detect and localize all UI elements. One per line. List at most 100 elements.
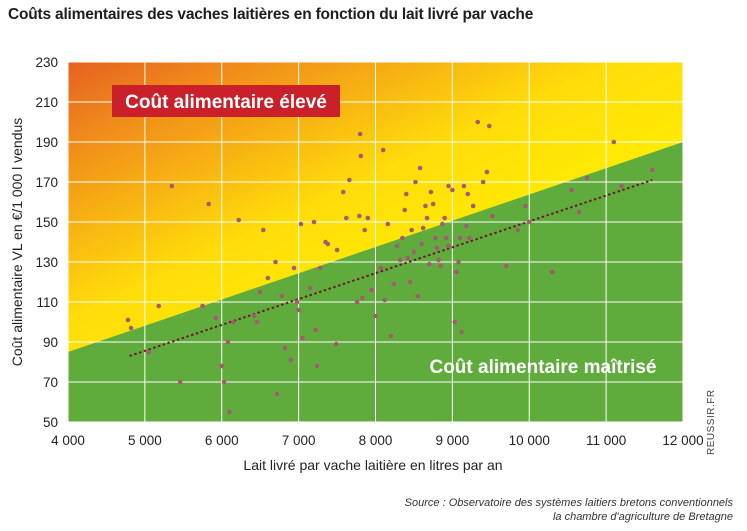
data-point [465,191,471,197]
data-point [362,227,368,233]
data-point [369,287,374,293]
y-tick-label: 150 [35,215,58,230]
data-point [273,259,278,265]
data-point [411,249,417,255]
data-point [125,317,131,323]
y-tick-labels: 50 70 90 110 130 150 170 190 210 230 [35,55,58,430]
x-tick-label: 8 000 [359,433,393,448]
data-point [424,215,430,221]
data-point [526,219,532,225]
data-point [584,175,590,181]
data-point [169,183,175,189]
data-point [450,187,455,193]
data-point [333,341,339,347]
data-point [313,327,318,333]
data-point [453,269,459,275]
data-point [550,269,555,275]
data-point [463,223,469,229]
data-point [296,307,301,313]
data-point [300,335,305,341]
data-point [357,213,362,219]
data-point [470,203,476,209]
data-point [213,315,218,321]
data-point [415,293,421,299]
chart-title: Coûts alimentaires des vaches laitières … [8,6,534,23]
data-point [388,333,394,339]
data-point [257,289,263,295]
data-point [360,295,365,301]
scatter-points [125,119,655,415]
x-tick-label: 11 000 [586,433,626,448]
high-cost-label-bg [112,85,340,117]
data-point [428,189,434,195]
data-point [279,293,285,299]
data-point [291,265,297,271]
data-point [503,263,509,269]
data-point [298,221,304,227]
data-point [265,275,271,281]
data-point [260,227,266,233]
data-point [440,221,445,227]
data-point [446,183,451,189]
watermark: REUSSIR.FR [706,389,717,455]
data-point [221,379,227,385]
data-point [490,213,495,219]
data-point [236,217,241,223]
data-point [378,265,384,271]
data-point [402,207,408,213]
data-point [413,179,418,185]
x-tick-label: 9 000 [435,433,469,448]
data-point [357,131,363,137]
x-tick-label: 7 000 [282,433,316,448]
data-point [128,325,134,331]
data-point [347,177,352,183]
data-point [177,379,183,385]
data-point [417,165,423,171]
data-point [340,189,346,195]
data-point [156,303,162,309]
data-point [274,391,280,397]
y-tick-label: 170 [35,175,58,190]
y-tick-label: 130 [35,255,58,270]
data-point [254,319,260,325]
data-point [334,247,340,253]
data-point [391,281,397,287]
data-point [443,235,449,241]
data-point [452,319,457,325]
data-point [382,297,388,303]
data-point [515,227,521,233]
data-point [461,183,467,189]
data-point [446,243,451,249]
data-point [436,257,441,263]
data-point [311,219,317,225]
y-tick-label: 210 [35,95,58,110]
data-point [419,241,424,247]
high-cost-label: Coût alimentaire élevé [125,92,327,113]
data-point [457,235,463,241]
x-tick-label: 12 000 [662,433,703,448]
data-point [282,345,288,351]
y-tick-label: 110 [36,295,58,310]
data-point [407,279,413,285]
y-tick-label: 230 [35,55,58,70]
y-tick-label: 90 [43,335,58,350]
data-point [649,167,655,173]
x-axis-label: Lait livré par vache laitière en litres … [243,457,502,473]
data-point [442,215,447,221]
data-point [569,187,574,193]
data-point [484,169,490,175]
data-point [219,363,225,369]
x-tick-label: 10 000 [509,433,550,448]
controlled-cost-label: Coût alimentaire maîtrisé [429,357,656,378]
data-point [423,203,428,209]
data-point [200,303,205,309]
data-point [611,139,617,145]
data-point [486,123,492,129]
y-tick-label: 190 [35,135,58,150]
data-point [475,119,481,125]
data-point [420,225,426,231]
data-point [225,339,231,345]
data-point [380,147,386,153]
data-point [427,261,432,267]
